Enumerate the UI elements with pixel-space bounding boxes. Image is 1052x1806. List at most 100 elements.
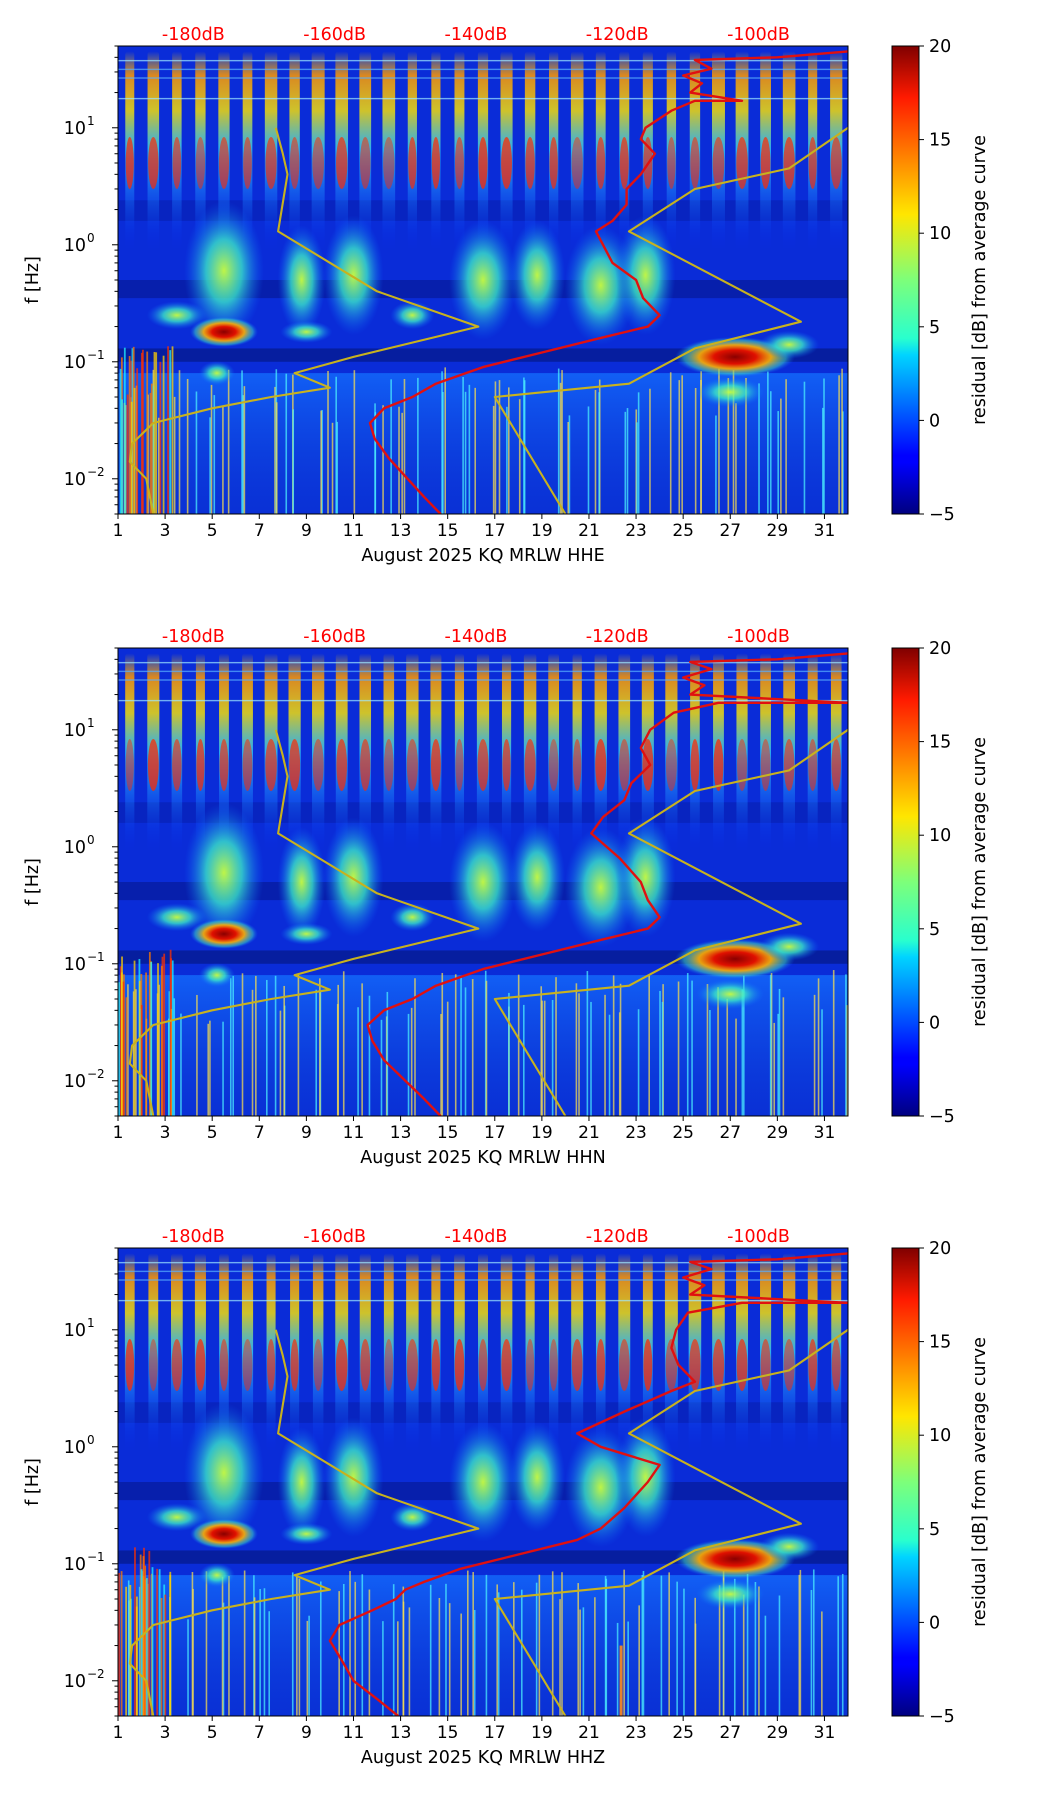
daytime-stripe-core [125,1339,135,1391]
tonal-line [118,1299,848,1302]
dark-band [118,950,848,964]
transient-spike [812,1569,815,1716]
transient-spike [498,380,501,514]
transient-spike [464,987,467,1116]
storm-blob [390,301,435,330]
transient-spike [638,1605,640,1716]
daytime-stripe-core [431,137,441,189]
storm-blob [146,903,207,932]
transient-spike [320,410,322,514]
transient-spike [745,377,747,514]
transient-spike [743,975,745,1116]
transient-spike [255,975,257,1116]
x-tick-label: 27 [719,1123,741,1143]
x-tick-label: 19 [531,521,553,541]
y-tick-exponent: −1 [87,348,105,362]
transient-spike [706,984,709,1116]
transient-spike [407,1013,410,1116]
transient-spike [626,408,629,514]
transient-spike [361,1574,364,1716]
transient-spike [485,980,488,1116]
transient-spike [627,1621,629,1716]
transient-spike [587,406,590,514]
daytime-stripe-core [406,1339,418,1391]
transient-spike [842,411,844,514]
transient-spike [590,1001,592,1116]
daytime-stripe [382,51,396,251]
y-tick-label: 10 [64,1672,86,1692]
x-tick-label: 3 [160,1723,171,1743]
transient-spike [661,1001,664,1116]
daytime-stripe-core [266,1339,276,1391]
storm-blob [615,817,676,938]
daytime-stripe [454,653,465,853]
transient-spike [222,406,224,514]
db-scale-label: -120dB [586,1227,649,1247]
daytime-stripe-core [148,1339,158,1391]
transient-spike [402,1586,405,1716]
transient-spike [441,371,443,514]
x-tick-label: 27 [719,521,741,541]
transient-spike [681,375,683,514]
heatmap [118,1248,848,1716]
db-scale-label: -140dB [445,627,508,647]
daytime-stripe-core [690,137,700,189]
tonal-line [118,68,848,71]
nhnm-curve [493,1328,848,1716]
x-tick-label: 9 [301,1723,312,1743]
daytime-stripe-core [760,739,771,791]
heatmap [118,648,848,1116]
transient-spike [727,378,730,514]
colorbar-tick-label: 0 [929,411,940,431]
transient-spike [153,351,156,514]
colorbar [891,647,920,1117]
transient-spike [403,378,406,514]
transient-spike [401,412,403,514]
transient-spike [127,984,129,1116]
dark-band [118,348,848,362]
transient-spike [742,1594,745,1716]
transient-spike [700,371,702,514]
transient-spike [163,953,166,1116]
transient-spike [472,1572,474,1716]
transient-spike [315,989,318,1116]
transient-spike [454,974,457,1116]
transient-spike [155,352,158,514]
daytime-stripe-core [549,137,558,189]
colorbar-tick-label: 10 [929,1426,951,1446]
transient-spike [142,1556,145,1716]
daytime-stripe-core [148,137,159,189]
daytime-stripe-core [290,1339,299,1391]
transient-spike [243,1570,246,1716]
transient-spike [773,1022,776,1116]
db-scale-label: -100dB [727,627,790,647]
transient-spike [517,974,520,1116]
transient-spike [846,1005,848,1116]
transient-spike [243,386,246,514]
db-scale-label: -160dB [303,627,366,647]
x-tick-label: 3 [160,521,171,541]
transient-spike [777,1013,779,1116]
daytime-stripe-core [737,739,748,791]
y-tick-exponent: 0 [87,1433,95,1447]
daytime-stripe-core [265,739,277,791]
storm-blob [390,903,435,932]
y-tick-exponent: 1 [87,114,95,128]
daytime-stripe-core [831,739,842,791]
transient-spike [321,410,323,514]
y-tick-label: 10 [64,353,86,373]
tonal-line [118,670,848,673]
transient-spike [336,421,339,514]
colorbar-label: residual [dB] from average curve [970,737,990,1027]
daytime-stripe-core [289,137,300,189]
daytime-stripe-core [219,739,229,791]
transient-spike [148,952,151,1116]
transient-spike [832,970,835,1116]
db-scale-label: -120dB [586,25,649,45]
daytime-stripe-core [736,137,748,189]
daytime-stripe-core [525,137,535,189]
storm-blob [615,1417,676,1538]
daytime-stripe-core [172,739,182,791]
x-axis-label: August 2025 KQ MRLW HHZ [361,1748,605,1768]
transient-spike [799,1569,802,1716]
